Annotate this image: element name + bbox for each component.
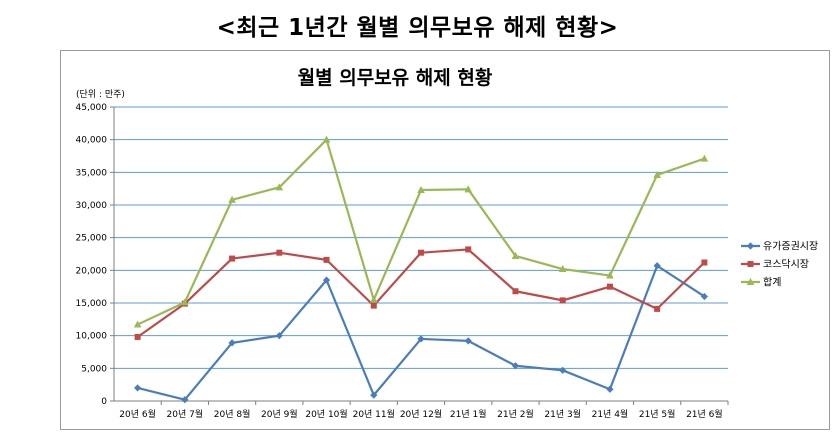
data-point [464,337,472,345]
y-tick-label: 30,000 [76,201,108,211]
data-point [511,362,520,370]
x-tick-label: 20년 11월 [353,408,395,420]
legend-item: 합계 [741,277,781,289]
chart-frame [60,50,830,430]
y-tick-label: 20,000 [76,266,108,276]
x-tick-label: 21년 3월 [544,408,581,420]
data-point [418,249,424,256]
data-point [606,283,613,290]
y-tick-label: 5,000 [81,364,107,374]
data-point [322,276,331,284]
data-point [653,170,661,178]
x-tick-label: 21년 4월 [592,408,629,420]
data-point [701,259,708,266]
gridlines [114,106,728,369]
data-point [181,396,189,404]
data-point [512,288,519,295]
data-point [464,185,473,193]
data-point [276,249,283,256]
data-point [323,256,330,263]
series-유가증권시장 [134,262,708,404]
series-line [137,264,705,401]
data-point [134,333,141,340]
data-point [181,298,189,306]
series-코스닥시장 [134,246,708,340]
x-tick-label: 21년 1월 [450,408,487,420]
data-point [417,185,425,193]
data-point [228,195,236,203]
chart-title: 월별 의무보유 해제 현황 [298,66,493,89]
x-tick-label: 20년 12월 [400,408,442,420]
data-point [134,384,142,392]
data-point [700,292,708,301]
data-point [746,242,755,250]
x-tick-label: 20년 7월 [167,408,204,420]
y-tick-label: 35,000 [76,168,108,178]
data-point [559,366,567,374]
data-point [229,255,236,262]
page-title: <최근 1년간 월별 의무보유 해제 현황> [216,15,619,41]
series-line [136,248,706,338]
y-axis: 0 5,000 10,000 15,000 20,000 25,000 30,000 35,0… [76,103,728,407]
y-tick-label: 45,000 [76,103,108,113]
data-point [654,305,661,312]
y-tick-label: 0 [101,397,107,407]
y-tick-label: 40,000 [76,136,108,146]
x-tick-label: 21년 6월 [686,408,723,420]
x-tick-label: 20년 10월 [305,408,347,420]
data-point [133,320,142,328]
data-point [369,295,378,303]
series-합계 [133,135,709,328]
x-tick-label: 21년 2월 [497,408,534,420]
data-point [606,271,614,279]
data-point [746,278,755,285]
legend-item: 유가증권시장 [741,241,818,253]
legend-item: 코스닥시장 [741,259,809,271]
data-point [322,135,331,143]
x-tick-label: 21년 5월 [639,408,676,420]
series-group [133,135,709,404]
data-point [653,262,661,270]
y-tick-label: 25,000 [76,234,108,244]
legend-label: 합계 [763,277,781,289]
data-point [558,265,567,273]
unit-label: (단위 : 만주) [76,89,125,100]
data-point [747,261,754,267]
legend-label: 유가증권시장 [763,241,818,253]
legend-label: 코스닥시장 [763,259,809,271]
data-point [275,183,284,191]
data-point [370,391,378,399]
series-line [137,138,705,326]
data-point [511,251,520,259]
data-point [606,385,614,393]
data-point [417,335,425,343]
data-point [370,302,377,309]
data-point [275,332,283,340]
data-point [559,297,566,304]
data-point [228,339,236,347]
data-point [465,246,472,253]
data-point [700,154,709,162]
y-tick-label: 15,000 [76,299,108,309]
x-tick-label: 20년 6월 [119,408,156,420]
y-tick-label: 10,000 [76,332,108,342]
x-axis: 20년 6월 20년 7월 20년 8월 20년 9월 20년 10월 20년 11월 20… [119,401,729,420]
x-tick-label: 20년 9월 [261,408,298,420]
x-tick-label: 20년 8월 [214,408,251,420]
